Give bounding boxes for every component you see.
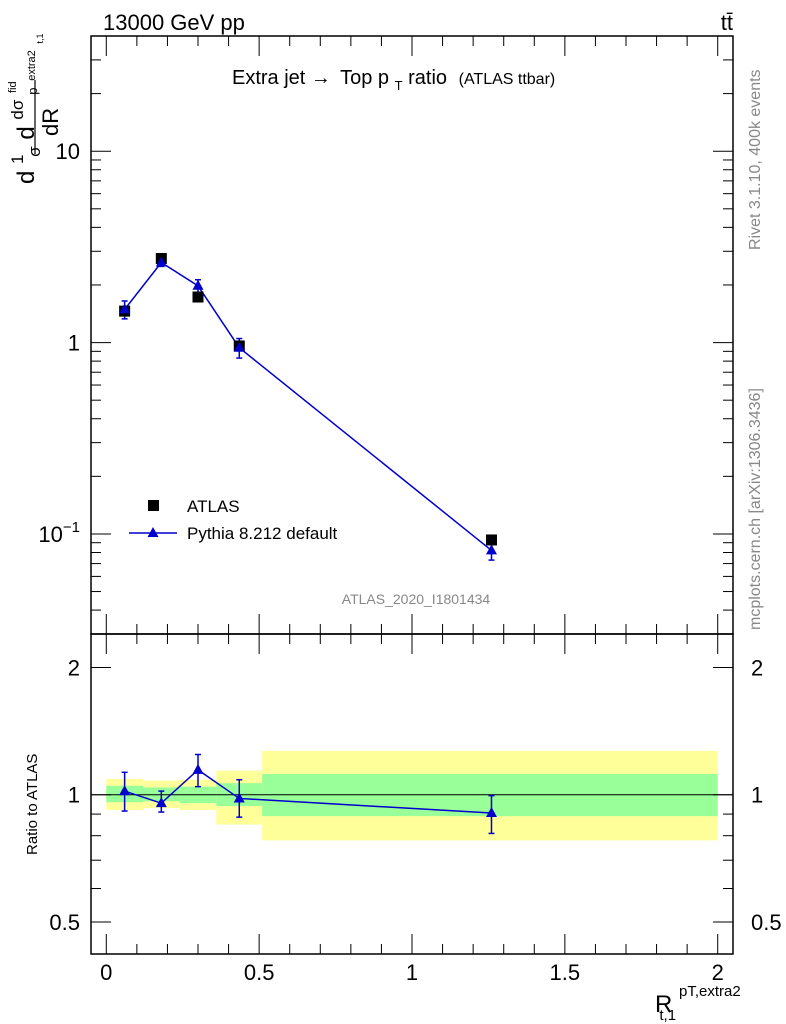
mc-point <box>192 279 204 290</box>
ylabel-dsigma: dσ <box>8 99 27 119</box>
ratio-y-axis-label: Ratio to ATLAS <box>24 754 41 855</box>
mc-line <box>124 261 492 552</box>
ratio-point <box>192 763 204 774</box>
atlas-point <box>485 534 497 546</box>
ylabel-d1: d <box>13 171 40 184</box>
ratio-panel: 0.5 0.5 1 1 2 2 0 0.5 1 1.5 2 Ratio to ATLAS R pT… <box>24 633 782 1024</box>
main-y-tick-label: 10 <box>56 139 80 164</box>
ylabel-one: 1 <box>8 155 27 164</box>
analysis-id: ATLAS_2020_I1801434 <box>342 591 491 607</box>
xlabel-main: R <box>655 991 672 1018</box>
x-tick-label: 0.5 <box>244 960 275 985</box>
process-label: tt̄ <box>721 10 733 35</box>
ratio-y-tick-label-right: 2 <box>751 655 763 680</box>
x-tick-label: 2 <box>712 960 724 985</box>
legend-label-atlas: ATLAS <box>187 497 240 516</box>
xlabel-sub: t,1 <box>659 1007 676 1024</box>
ratio-point <box>119 785 131 796</box>
main-axis-ticks <box>91 35 733 635</box>
main-series-lines <box>124 261 492 552</box>
rivet-label: Rivet 3.1.10, 400k events <box>747 69 764 250</box>
title-part-ratio: ratio <box>408 67 447 89</box>
plot-title: Extra jet → Top p T ratio (ATLAS ttbar) <box>232 67 555 95</box>
x-axis-label: R pT,extra2 t,1 <box>655 975 747 1024</box>
ratio-axis-ticks <box>91 634 733 954</box>
ratio-point <box>155 797 167 808</box>
ratio-y-tick-label-left: 2 <box>68 655 80 680</box>
ratio-y-tick-labels: 0.5 0.5 1 1 2 2 <box>49 655 781 935</box>
x-tick-label: 1.5 <box>550 960 581 985</box>
ylabel-d2: d <box>13 126 40 139</box>
tick-exp: −1 <box>63 519 80 536</box>
ylabel-psub: p <box>25 87 40 94</box>
title-arrow: → <box>311 67 331 89</box>
title-part-top: Top p <box>340 67 389 89</box>
mc-point <box>155 256 167 267</box>
x-tick-label: 0 <box>100 960 112 985</box>
x-tick-label: 1 <box>406 960 418 985</box>
ratio-y-tick-label-right: 0.5 <box>751 910 782 935</box>
ylabel-t1: t,1 <box>35 34 45 44</box>
title-suffix: (ATLAS ttbar) <box>459 71 556 88</box>
main-y-tick-label: 10−1 <box>38 519 80 547</box>
tick-base: 10 <box>38 522 62 547</box>
legend: ATLAS Pythia 8.212 default <box>129 497 338 543</box>
ratio-y-tick-label-left: 1 <box>68 783 80 808</box>
source-label: mcplots.cern.ch [arXiv:1306.3436] <box>747 388 764 630</box>
title-sub-t: T <box>395 78 403 93</box>
energy-label: 13000 GeV pp <box>103 10 245 35</box>
xlabel-sup: pT,extra2 <box>679 983 741 1000</box>
atlas-point <box>192 291 204 303</box>
title-part-main: Extra jet <box>232 67 306 89</box>
mc-point <box>485 544 497 555</box>
ratio-series-marks <box>119 753 497 835</box>
ratio-point <box>485 807 497 818</box>
legend-label-mc: Pythia 8.212 default <box>187 524 338 543</box>
svg-text:d 1 σ: d 1 σ d dσ fid p extra2 t,1 <box>0 34 46 184</box>
ratio-point <box>233 792 245 803</box>
ylabel-dR: dR <box>38 108 63 136</box>
main-frame <box>90 35 734 635</box>
ylabel-extra: extra2 <box>26 50 38 81</box>
ylabel-fid: fid <box>7 81 19 93</box>
ratio-y-tick-label-right: 1 <box>751 783 763 808</box>
legend-marker-mc <box>147 527 159 537</box>
main-y-tick-label: 1 <box>68 331 80 356</box>
mc-point <box>119 303 131 314</box>
main-y-axis-label: d 1 σ d dσ fid p extra2 t,1 dR <box>0 34 63 184</box>
x-tick-labels: 0 0.5 1 1.5 2 <box>100 960 724 985</box>
ratio-y-tick-label-left: 0.5 <box>49 910 80 935</box>
mc-point <box>233 341 245 352</box>
legend-marker-atlas <box>148 500 159 511</box>
main-series-marks <box>119 253 497 561</box>
